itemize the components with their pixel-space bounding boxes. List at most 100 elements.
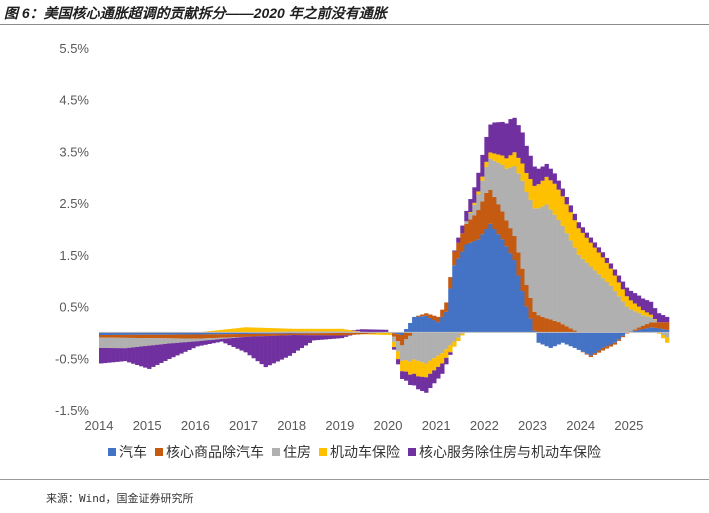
bar-segment <box>604 257 610 264</box>
bar-segment <box>628 290 634 301</box>
bar-segment <box>307 333 313 336</box>
bar-segment <box>199 340 204 346</box>
bar-segment <box>203 338 208 341</box>
bar-segment <box>259 332 264 334</box>
bar-segment <box>119 348 124 362</box>
bar-segment <box>123 337 128 349</box>
bar-segment <box>227 332 232 335</box>
bar-segment <box>420 316 425 333</box>
bar-segment <box>636 306 642 314</box>
bar-segment <box>107 334 112 338</box>
bar-segment <box>624 306 630 333</box>
bar-segment <box>235 328 240 333</box>
bar-segment <box>568 332 573 347</box>
bar-segment <box>536 184 541 209</box>
bar-segment <box>131 337 136 348</box>
bar-segment <box>404 360 409 372</box>
bar-segment <box>371 332 377 334</box>
bar-segment <box>524 306 529 333</box>
bar-segment <box>231 332 236 335</box>
bar-segment <box>151 345 156 367</box>
bar-segment <box>488 158 493 190</box>
bar-segment <box>375 329 381 333</box>
bar-segment <box>524 172 529 192</box>
bar-segment <box>171 343 176 358</box>
bar-segment <box>652 308 658 320</box>
bar-segment <box>211 330 216 333</box>
bar-segment <box>536 208 541 316</box>
y-tick-label: -0.5% <box>55 351 89 366</box>
bar-segment <box>151 332 156 335</box>
bar-segment <box>632 303 638 312</box>
bar-segment <box>448 352 453 355</box>
bar-segment <box>660 329 666 333</box>
bar-segment <box>195 338 200 342</box>
bar-segment <box>652 319 658 320</box>
bar-segment <box>540 332 545 345</box>
x-tick-label: 2016 <box>181 418 210 433</box>
bar-segment <box>652 319 658 323</box>
bar-segment <box>576 254 581 333</box>
bar-segment <box>600 252 606 258</box>
bar-segment <box>500 239 505 333</box>
bar-segment <box>339 328 345 332</box>
bar-segment <box>436 355 441 367</box>
bar-segment <box>508 253 513 333</box>
bar-segment <box>287 335 292 356</box>
bar-segment <box>528 199 533 298</box>
x-tick-label: 2018 <box>277 418 306 433</box>
bar-segment <box>620 289 626 302</box>
bar-segment <box>351 332 357 335</box>
y-tick-label: 3.5% <box>59 144 89 159</box>
legend-item: 汽车 <box>108 442 147 462</box>
bar-segment <box>271 335 276 364</box>
bar-segment <box>283 332 288 334</box>
bar-segment <box>536 332 541 343</box>
bar-segment <box>215 330 220 333</box>
bar-segment <box>99 332 104 336</box>
bar-segment <box>335 328 341 332</box>
bar-segment <box>496 234 501 333</box>
bar-segment <box>504 158 509 169</box>
bar-segment <box>99 347 104 364</box>
bar-segment <box>135 337 140 347</box>
bar-segment <box>271 332 276 334</box>
bar-segment <box>420 332 425 363</box>
bar-segment <box>620 335 626 338</box>
bar-segment <box>664 337 670 343</box>
bar-segment <box>616 282 622 297</box>
bar-segment <box>512 152 517 167</box>
bar-segment <box>568 240 573 329</box>
bar-segment <box>307 335 313 343</box>
bar-segment <box>472 241 477 333</box>
bar-segment <box>107 337 112 349</box>
bar-segment <box>436 322 441 333</box>
bar-segment <box>664 322 670 330</box>
bar-segment <box>664 332 670 338</box>
bar-segment <box>424 377 429 393</box>
bar-segment <box>444 349 449 358</box>
bar-segment <box>319 328 325 332</box>
bar-segment <box>632 329 638 331</box>
bar-segment <box>171 338 176 344</box>
bar-segment <box>251 336 256 359</box>
bar-segment <box>239 337 244 351</box>
bar-segment <box>211 332 216 335</box>
bar-segment <box>580 232 585 259</box>
bar-segment <box>516 157 521 174</box>
bar-segment <box>544 318 549 333</box>
bar-segment <box>195 332 200 335</box>
bar-segment <box>195 334 200 339</box>
bar-segment <box>552 183 557 215</box>
bar-segment <box>111 337 116 349</box>
bar-segment <box>331 328 337 332</box>
bar-segment <box>572 220 577 248</box>
bar-segment <box>155 338 160 345</box>
bar-segment <box>432 315 437 321</box>
bar-segment <box>604 346 610 349</box>
bar-segment <box>508 155 513 168</box>
bar-segment <box>400 335 405 346</box>
bar-segment <box>107 348 112 363</box>
bar-segment <box>147 338 152 346</box>
bar-segment <box>480 154 485 177</box>
